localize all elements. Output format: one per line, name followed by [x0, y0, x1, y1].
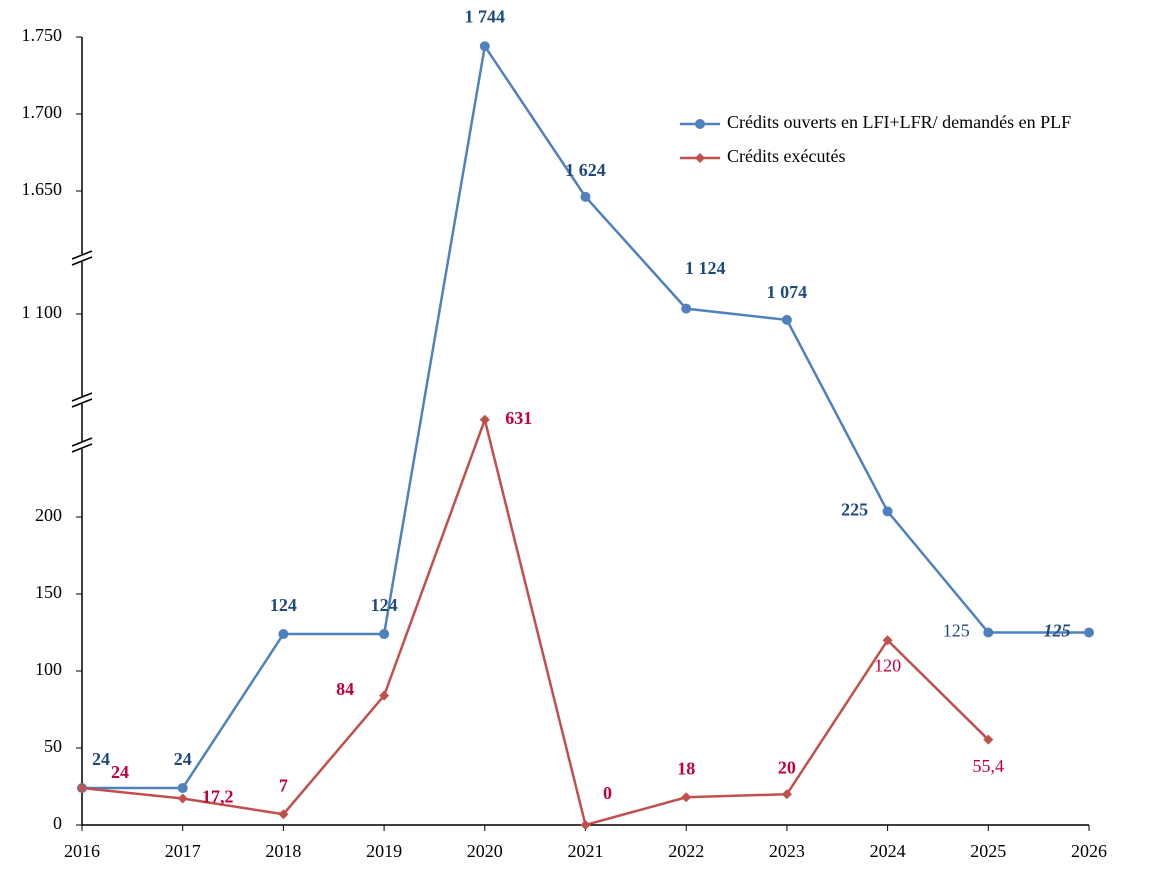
data-label: 120	[874, 655, 901, 675]
data-label: 7	[279, 775, 288, 795]
marker	[77, 783, 87, 794]
marker	[983, 734, 994, 745]
x-tick-label: 2022	[668, 841, 704, 861]
marker	[681, 303, 692, 314]
series-line	[82, 42, 1089, 790]
x-tick-label: 2021	[568, 841, 604, 861]
data-label: 124	[270, 595, 297, 615]
x-tick-label: 2019	[366, 841, 402, 861]
y-tick-label: 1.650	[22, 179, 63, 199]
y-tick-label: 50	[44, 736, 62, 756]
marker	[278, 629, 289, 640]
data-label: 125	[1044, 621, 1071, 641]
marker	[379, 629, 390, 640]
data-label: 24	[111, 762, 129, 782]
data-label: 20	[778, 757, 796, 777]
axis-break	[71, 398, 93, 408]
marker	[479, 41, 490, 52]
x-tick-label: 2020	[467, 841, 503, 861]
axis-break	[71, 443, 93, 453]
marker	[177, 793, 188, 804]
axis-break-gap	[74, 441, 90, 449]
x-tick-label: 2017	[165, 841, 201, 861]
marker	[1084, 627, 1094, 638]
x-tick-label: 2018	[265, 841, 301, 861]
marker	[781, 789, 792, 800]
marker	[681, 792, 692, 803]
legend-marker	[695, 119, 705, 129]
marker	[580, 191, 591, 202]
legend-label: Crédits ouverts en LFI+LFR/ demandés en …	[727, 112, 1071, 132]
data-label: 1 074	[767, 282, 808, 302]
data-label: 125	[943, 621, 970, 641]
data-label: 55,4	[973, 756, 1005, 776]
data-label: 18	[677, 758, 695, 778]
series-line	[81, 415, 990, 827]
y-tick-label: 0	[53, 813, 62, 833]
x-tick-label: 2016	[64, 841, 100, 861]
data-label: 1 624	[565, 160, 606, 180]
data-label: 225	[841, 499, 868, 519]
data-label: 631	[505, 408, 532, 428]
data-label: 84	[336, 679, 354, 699]
y-tick-label: 100	[35, 659, 62, 679]
data-label: 24	[174, 749, 192, 769]
x-tick-label: 2026	[1071, 841, 1107, 861]
marker	[983, 627, 994, 638]
x-tick-label: 2023	[769, 841, 805, 861]
axis-break	[71, 392, 93, 402]
legend-label: Crédits exécutés	[727, 146, 845, 166]
axis-break	[71, 437, 93, 447]
marker	[479, 414, 490, 425]
marker	[177, 783, 188, 794]
y-tick-label: 200	[35, 505, 62, 525]
y-tick-label: 1.700	[22, 102, 63, 122]
y-tick-label: 1 100	[22, 302, 63, 322]
data-label: 1 124	[685, 258, 726, 278]
y-tick-label: 1.750	[22, 25, 63, 45]
x-tick-label: 2025	[970, 841, 1006, 861]
axis-break	[71, 256, 93, 266]
y-tick-label: 150	[35, 582, 62, 602]
data-label: 17,2	[202, 787, 234, 807]
axis-break-gap	[74, 396, 90, 404]
marker	[278, 809, 289, 820]
axis-break	[71, 250, 93, 260]
legend-marker	[695, 153, 705, 163]
axis-break-gap	[74, 254, 90, 262]
data-label: 124	[371, 595, 398, 615]
marker	[781, 314, 792, 325]
marker	[882, 635, 893, 646]
marker	[379, 690, 390, 701]
data-label: 1 744	[465, 6, 506, 26]
marker	[580, 820, 591, 830]
x-tick-label: 2024	[870, 841, 906, 861]
marker	[882, 506, 893, 517]
data-label: 24	[92, 749, 110, 769]
data-label: 0	[603, 783, 612, 803]
